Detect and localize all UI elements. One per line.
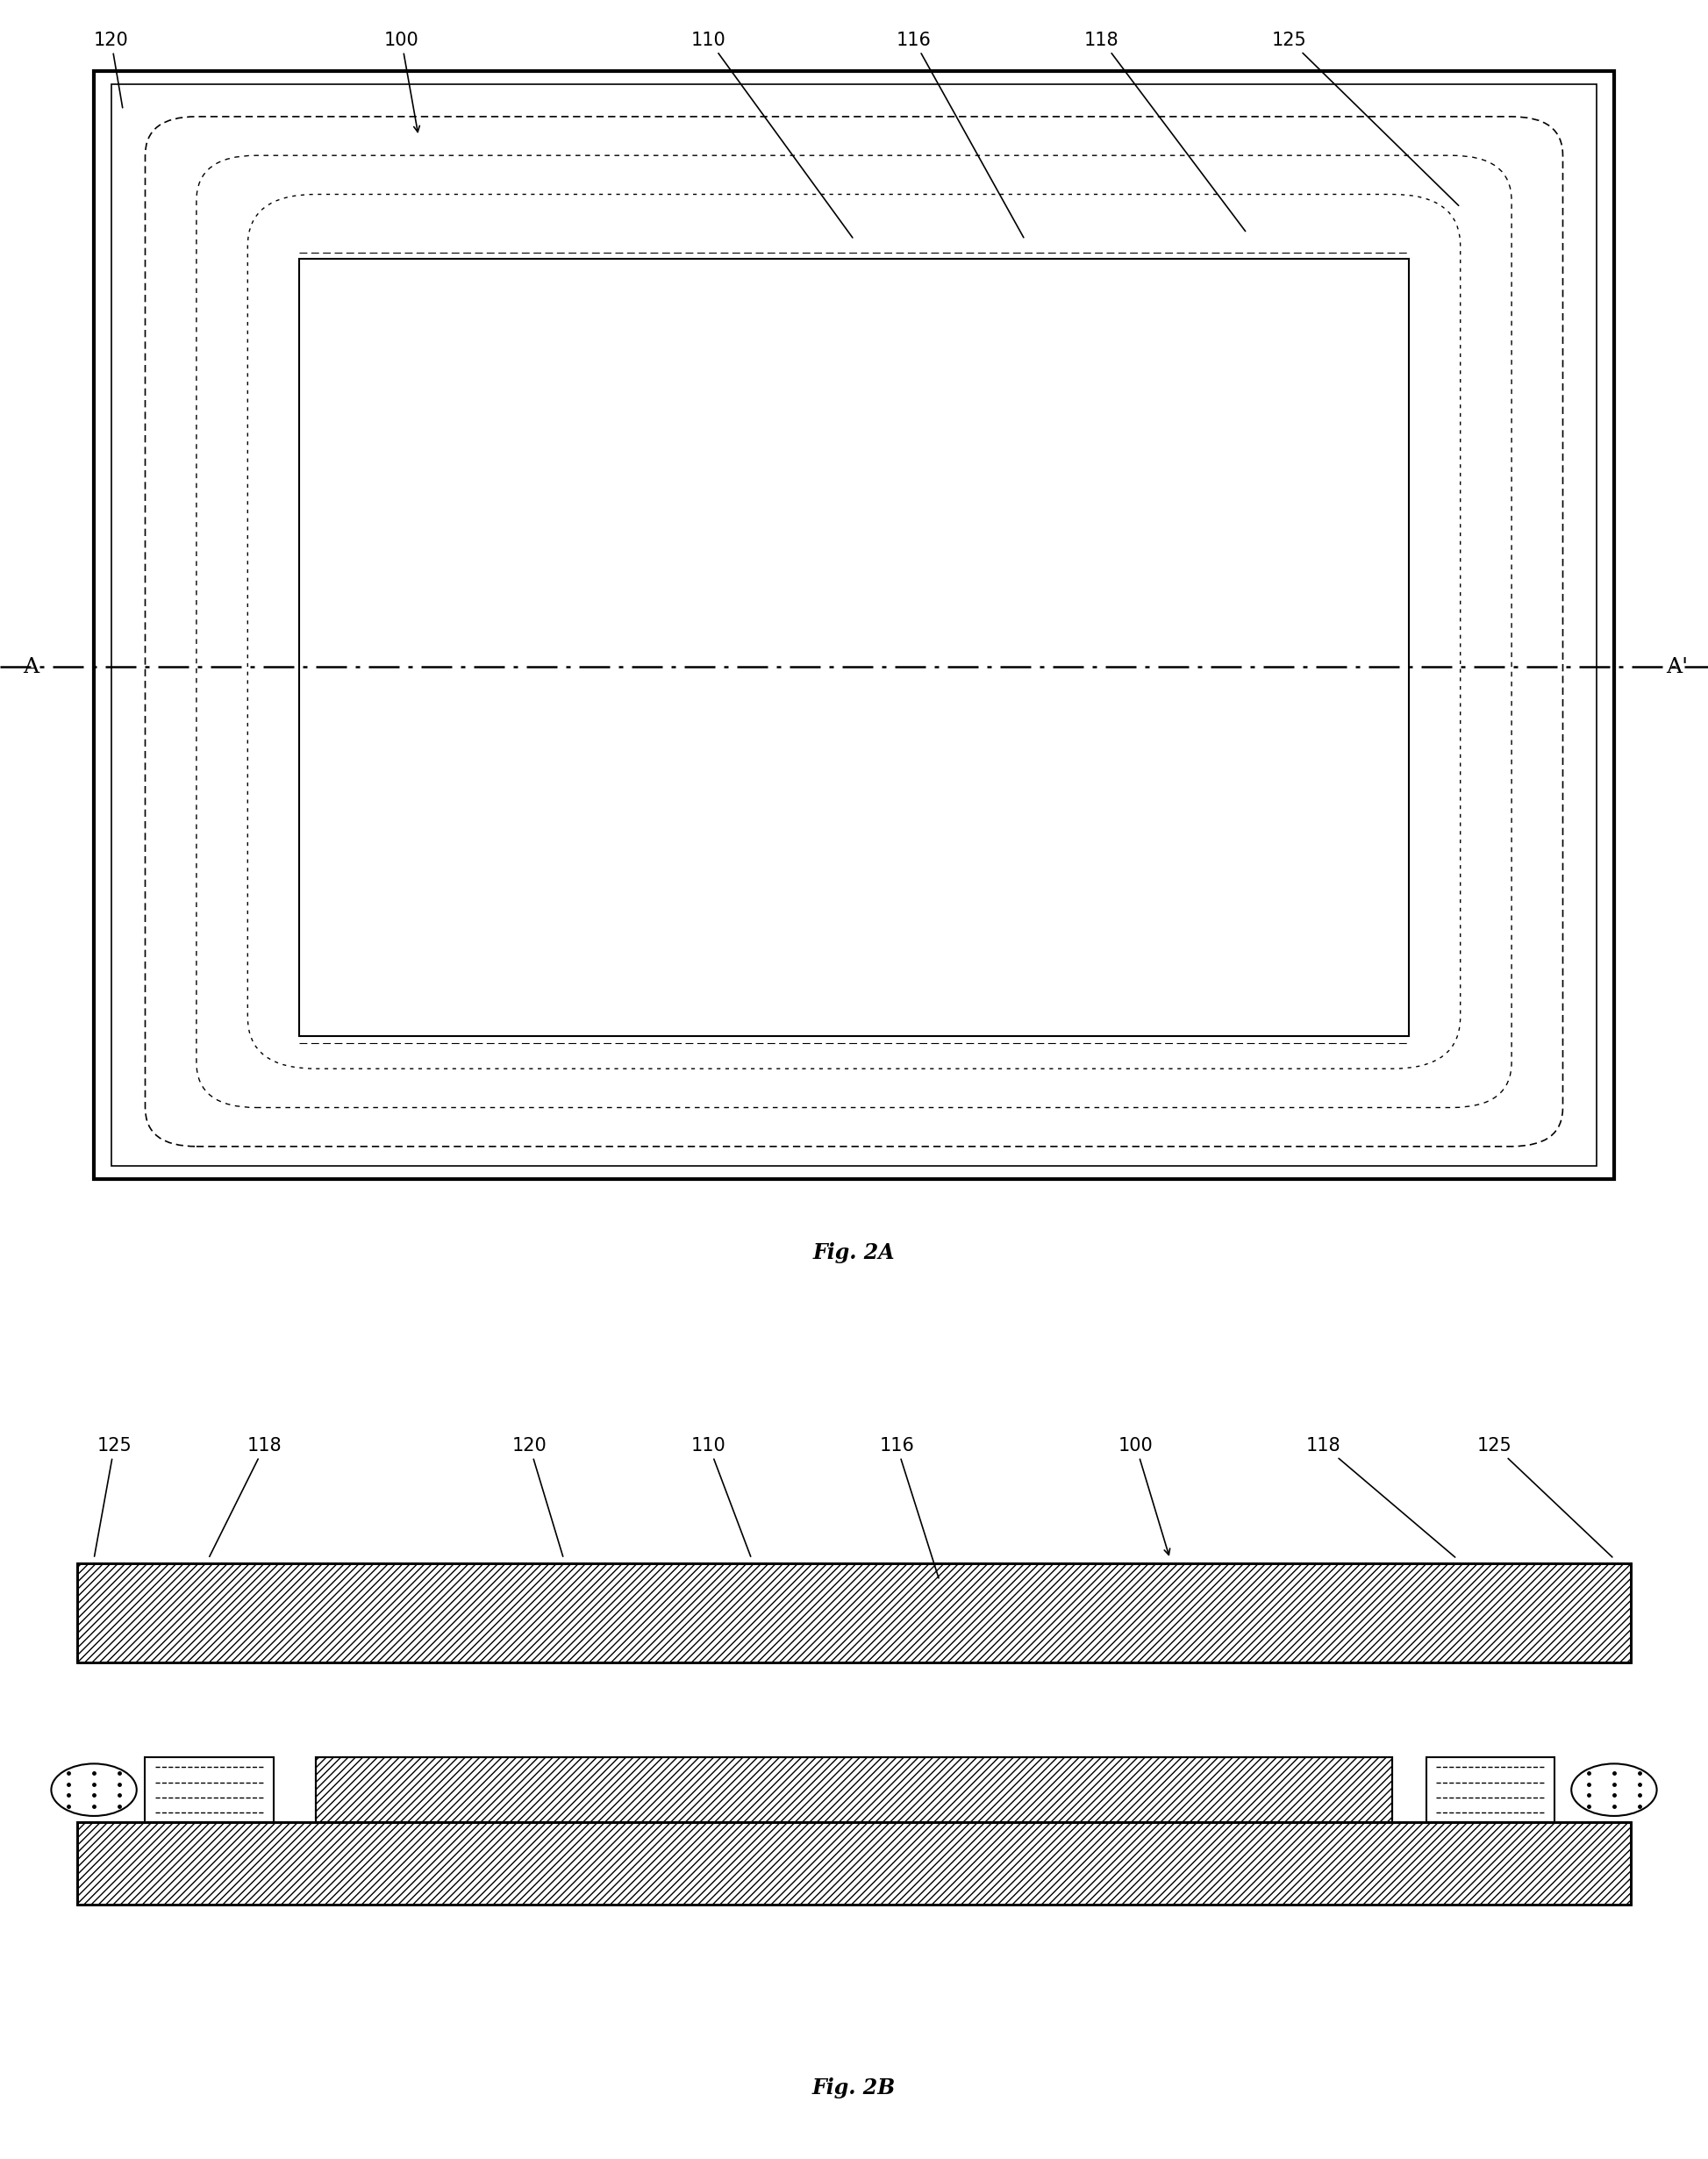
Text: A: A bbox=[22, 656, 39, 678]
Text: 125: 125 bbox=[1272, 30, 1459, 205]
Bar bbox=[77, 1563, 1631, 1662]
Text: 118: 118 bbox=[210, 1436, 282, 1557]
Text: 120: 120 bbox=[94, 30, 128, 108]
Ellipse shape bbox=[51, 1764, 137, 1816]
Bar bbox=[111, 84, 1597, 1166]
Bar bbox=[1426, 1757, 1554, 1822]
Text: 125: 125 bbox=[94, 1436, 132, 1557]
Text: A': A' bbox=[1667, 656, 1688, 678]
Text: 120: 120 bbox=[512, 1436, 564, 1557]
Text: 116: 116 bbox=[897, 30, 1023, 237]
Text: Fig. 2B: Fig. 2B bbox=[813, 2077, 895, 2099]
Bar bbox=[77, 1563, 1631, 1662]
Text: 118: 118 bbox=[1307, 1436, 1455, 1557]
Ellipse shape bbox=[1571, 1764, 1657, 1816]
Bar bbox=[145, 1757, 273, 1822]
Text: Fig. 2A: Fig. 2A bbox=[813, 1241, 895, 1263]
Bar bbox=[299, 259, 1409, 1036]
Bar bbox=[316, 1757, 1392, 1822]
Text: 125: 125 bbox=[1477, 1436, 1612, 1557]
Bar bbox=[77, 1822, 1631, 1904]
Bar bbox=[316, 1757, 1392, 1822]
Text: 118: 118 bbox=[1085, 30, 1245, 231]
Text: 100: 100 bbox=[384, 30, 420, 132]
Text: 110: 110 bbox=[692, 30, 852, 237]
Text: 116: 116 bbox=[880, 1436, 939, 1578]
Bar bbox=[94, 71, 1614, 1179]
Bar bbox=[77, 1822, 1631, 1904]
Text: 100: 100 bbox=[1119, 1436, 1170, 1554]
Text: 110: 110 bbox=[692, 1436, 750, 1557]
